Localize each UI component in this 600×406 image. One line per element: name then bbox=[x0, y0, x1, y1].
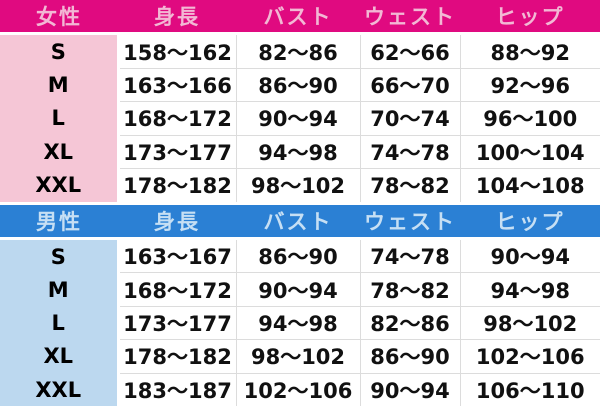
height-value-cell: 168〜172 bbox=[117, 272, 237, 307]
size-label-cell: M bbox=[0, 68, 120, 102]
size-label-cell: XXL bbox=[0, 168, 120, 203]
height-value-cell: 173〜177 bbox=[117, 134, 237, 170]
hip-value-cell: 90〜94 bbox=[459, 238, 600, 274]
bust-value-cell: 94〜98 bbox=[235, 305, 361, 341]
waist-value-cell: 78〜82 bbox=[359, 168, 461, 204]
men-row-xxl: XXL 183〜187 102〜106 90〜94 106〜110 bbox=[0, 372, 600, 406]
waist-value-cell: 74〜78 bbox=[359, 238, 461, 274]
bust-value-cell: 98〜102 bbox=[235, 168, 361, 204]
hip-value-cell: 88〜92 bbox=[459, 33, 600, 69]
women-row-l: L 168〜172 90〜94 70〜74 96〜100 bbox=[0, 101, 600, 136]
women-row-xl: XL 173〜177 94〜98 74〜78 100〜104 bbox=[0, 134, 600, 170]
waist-value-cell: 78〜82 bbox=[359, 272, 461, 307]
size-label-cell: L bbox=[0, 101, 120, 136]
bust-value-cell: 102〜106 bbox=[235, 372, 361, 406]
bust-value-cell: 86〜90 bbox=[235, 238, 361, 274]
women-col-header-bust: バスト bbox=[236, 0, 360, 36]
hip-value-cell: 94〜98 bbox=[459, 272, 600, 307]
height-value-cell: 168〜172 bbox=[117, 101, 237, 136]
bust-value-cell: 90〜94 bbox=[235, 101, 361, 136]
hip-value-cell: 96〜100 bbox=[459, 101, 600, 136]
bust-value-cell: 94〜98 bbox=[235, 134, 361, 170]
men-col-header-hip: ヒップ bbox=[460, 201, 600, 241]
women-col-header-hip: ヒップ bbox=[460, 0, 600, 36]
women-header-row: 女性 身長 バスト ウェスト ヒップ bbox=[0, 0, 600, 36]
size-label-cell: M bbox=[0, 272, 120, 307]
hip-value-cell: 106〜110 bbox=[459, 372, 600, 406]
men-col-header-bust: バスト bbox=[236, 201, 360, 241]
height-value-cell: 173〜177 bbox=[117, 305, 237, 341]
men-row-s: S 163〜167 86〜90 74〜78 90〜94 bbox=[0, 238, 600, 274]
men-col-header-waist: ウェスト bbox=[360, 201, 460, 241]
bust-value-cell: 82〜86 bbox=[235, 33, 361, 69]
men-col-header-height: 身長 bbox=[118, 201, 236, 241]
hip-value-cell: 98〜102 bbox=[459, 305, 600, 341]
waist-value-cell: 82〜86 bbox=[359, 305, 461, 341]
height-value-cell: 163〜166 bbox=[117, 67, 237, 103]
men-row-xl: XL 178〜182 98〜102 86〜90 102〜106 bbox=[0, 339, 600, 374]
hip-value-cell: 100〜104 bbox=[459, 134, 600, 170]
women-section: 女性 身長 バスト ウェスト ヒップ S 158〜162 82〜86 62〜66… bbox=[0, 0, 600, 204]
size-label-cell: XL bbox=[0, 339, 120, 374]
waist-value-cell: 62〜66 bbox=[359, 33, 461, 69]
height-value-cell: 158〜162 bbox=[117, 33, 237, 69]
waist-value-cell: 86〜90 bbox=[359, 339, 461, 374]
men-header-row: 男性 身長 バスト ウェスト ヒップ bbox=[0, 201, 600, 241]
waist-value-cell: 90〜94 bbox=[359, 372, 461, 406]
hip-value-cell: 92〜96 bbox=[459, 67, 600, 103]
height-value-cell: 163〜167 bbox=[117, 238, 237, 274]
height-value-cell: 183〜187 bbox=[117, 372, 237, 406]
waist-value-cell: 70〜74 bbox=[359, 101, 461, 136]
size-label-cell: S bbox=[0, 238, 120, 273]
bust-value-cell: 98〜102 bbox=[235, 339, 361, 374]
waist-value-cell: 74〜78 bbox=[359, 134, 461, 170]
height-value-cell: 178〜182 bbox=[117, 168, 237, 204]
size-label-cell: XL bbox=[0, 135, 120, 169]
women-row-m: M 163〜166 86〜90 66〜70 92〜96 bbox=[0, 67, 600, 103]
men-row-m: M 168〜172 90〜94 78〜82 94〜98 bbox=[0, 272, 600, 307]
height-value-cell: 178〜182 bbox=[117, 339, 237, 374]
hip-value-cell: 102〜106 bbox=[459, 339, 600, 374]
size-label-cell: S bbox=[0, 33, 120, 69]
men-section: 男性 身長 バスト ウェスト ヒップ S 163〜167 86〜90 74〜78… bbox=[0, 201, 600, 406]
women-col-header-waist: ウェスト bbox=[360, 0, 460, 36]
women-row-s: S 158〜162 82〜86 62〜66 88〜92 bbox=[0, 33, 600, 69]
women-group-header: 女性 bbox=[0, 0, 118, 36]
size-label-cell: L bbox=[0, 306, 120, 340]
men-group-header: 男性 bbox=[0, 201, 118, 241]
bust-value-cell: 90〜94 bbox=[235, 272, 361, 307]
bust-value-cell: 86〜90 bbox=[235, 67, 361, 103]
women-col-header-height: 身長 bbox=[118, 0, 236, 36]
hip-value-cell: 104〜108 bbox=[459, 168, 600, 204]
size-label-cell: XXL bbox=[0, 373, 120, 406]
men-row-l: L 173〜177 94〜98 82〜86 98〜102 bbox=[0, 305, 600, 341]
women-row-xxl: XXL 178〜182 98〜102 78〜82 104〜108 bbox=[0, 168, 600, 204]
waist-value-cell: 66〜70 bbox=[359, 67, 461, 103]
